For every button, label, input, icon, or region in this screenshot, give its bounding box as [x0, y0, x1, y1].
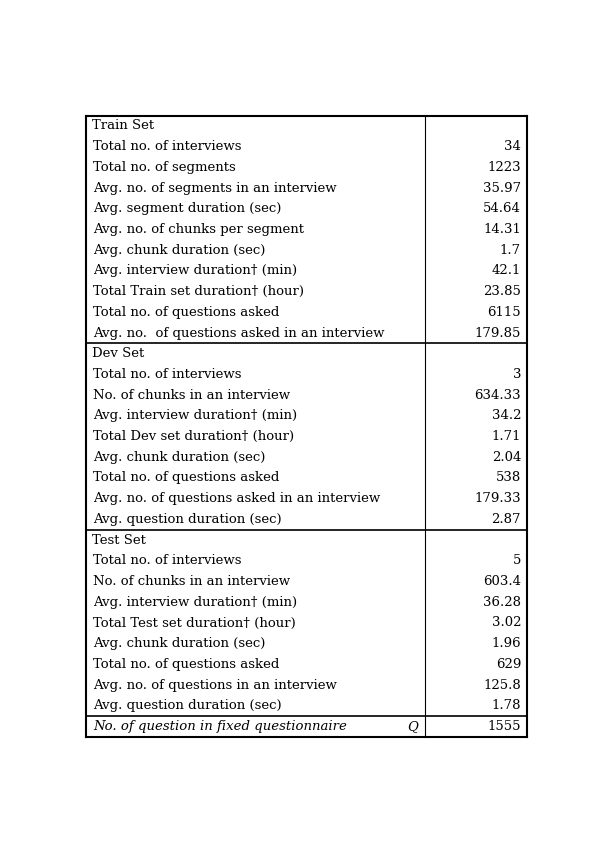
Text: Avg. no. of segments in an interview: Avg. no. of segments in an interview: [93, 181, 337, 195]
Text: Total Train set duration† (hour): Total Train set duration† (hour): [93, 285, 304, 298]
Text: 1.7: 1.7: [500, 244, 521, 257]
Text: 3: 3: [512, 368, 521, 381]
Text: Avg. no.  of questions asked in an interview: Avg. no. of questions asked in an interv…: [93, 327, 385, 339]
Text: Total no. of interviews: Total no. of interviews: [93, 368, 242, 381]
Text: Avg. question duration (sec): Avg. question duration (sec): [93, 513, 282, 526]
Text: Total no. of interviews: Total no. of interviews: [93, 140, 242, 153]
Text: 5: 5: [512, 555, 521, 567]
Text: Q: Q: [407, 720, 417, 733]
Text: 34: 34: [504, 140, 521, 153]
Text: 6115: 6115: [487, 306, 521, 319]
Text: Avg. question duration (sec): Avg. question duration (sec): [93, 700, 282, 712]
Text: 23.85: 23.85: [483, 285, 521, 298]
Text: Total no. of interviews: Total no. of interviews: [93, 555, 242, 567]
Text: Total no. of segments: Total no. of segments: [93, 161, 236, 174]
Text: Total no. of questions asked: Total no. of questions asked: [93, 306, 280, 319]
Text: 34.2: 34.2: [492, 409, 521, 422]
Text: Dev Set: Dev Set: [92, 347, 144, 360]
Text: Avg. interview duration† (min): Avg. interview duration† (min): [93, 409, 297, 422]
Text: 3.02: 3.02: [492, 616, 521, 630]
Text: 538: 538: [496, 472, 521, 484]
Text: 2.87: 2.87: [492, 513, 521, 526]
Text: 634.33: 634.33: [474, 388, 521, 402]
Text: 54.64: 54.64: [483, 203, 521, 215]
Text: Avg. no. of chunks per segment: Avg. no. of chunks per segment: [93, 223, 304, 236]
Text: 1.96: 1.96: [492, 637, 521, 650]
Text: No. of question in fixed questionnaire: No. of question in fixed questionnaire: [93, 720, 352, 733]
Text: Avg. interview duration† (min): Avg. interview duration† (min): [93, 264, 297, 278]
Text: 179.33: 179.33: [474, 492, 521, 506]
Text: No. of chunks in an interview: No. of chunks in an interview: [93, 388, 291, 402]
Text: 1.71: 1.71: [492, 430, 521, 443]
Text: 1555: 1555: [487, 720, 521, 733]
Text: 125.8: 125.8: [483, 679, 521, 691]
Text: Avg. chunk duration (sec): Avg. chunk duration (sec): [93, 451, 266, 464]
Text: Avg. no. of questions in an interview: Avg. no. of questions in an interview: [93, 679, 337, 691]
Text: 2.04: 2.04: [492, 451, 521, 464]
Text: 603.4: 603.4: [483, 575, 521, 588]
Text: Total no. of questions asked: Total no. of questions asked: [93, 657, 280, 671]
Text: Avg. chunk duration (sec): Avg. chunk duration (sec): [93, 244, 266, 257]
Text: Total no. of questions asked: Total no. of questions asked: [93, 472, 280, 484]
Text: 42.1: 42.1: [492, 264, 521, 278]
Text: Avg. segment duration (sec): Avg. segment duration (sec): [93, 203, 282, 215]
Text: 179.85: 179.85: [475, 327, 521, 339]
Text: 36.28: 36.28: [483, 596, 521, 609]
Text: Test Set: Test Set: [92, 533, 146, 547]
Text: Train Set: Train Set: [92, 120, 154, 133]
Text: 1223: 1223: [487, 161, 521, 174]
Text: Avg. interview duration† (min): Avg. interview duration† (min): [93, 596, 297, 609]
Text: 14.31: 14.31: [483, 223, 521, 236]
Text: 35.97: 35.97: [483, 181, 521, 195]
Text: No. of chunks in an interview: No. of chunks in an interview: [93, 575, 291, 588]
Text: 629: 629: [496, 657, 521, 671]
Text: Avg. no. of questions asked in an interview: Avg. no. of questions asked in an interv…: [93, 492, 380, 506]
Text: 1.78: 1.78: [492, 700, 521, 712]
Text: Total Test set duration† (hour): Total Test set duration† (hour): [93, 616, 296, 630]
Text: Total Dev set duration† (hour): Total Dev set duration† (hour): [93, 430, 294, 443]
Text: Avg. chunk duration (sec): Avg. chunk duration (sec): [93, 637, 266, 650]
